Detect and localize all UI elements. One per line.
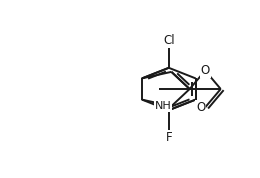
Text: F: F [165,131,172,144]
Text: O: O [200,64,210,77]
Text: O: O [196,101,205,114]
Text: Cl: Cl [163,34,175,47]
Text: NH: NH [155,101,171,111]
